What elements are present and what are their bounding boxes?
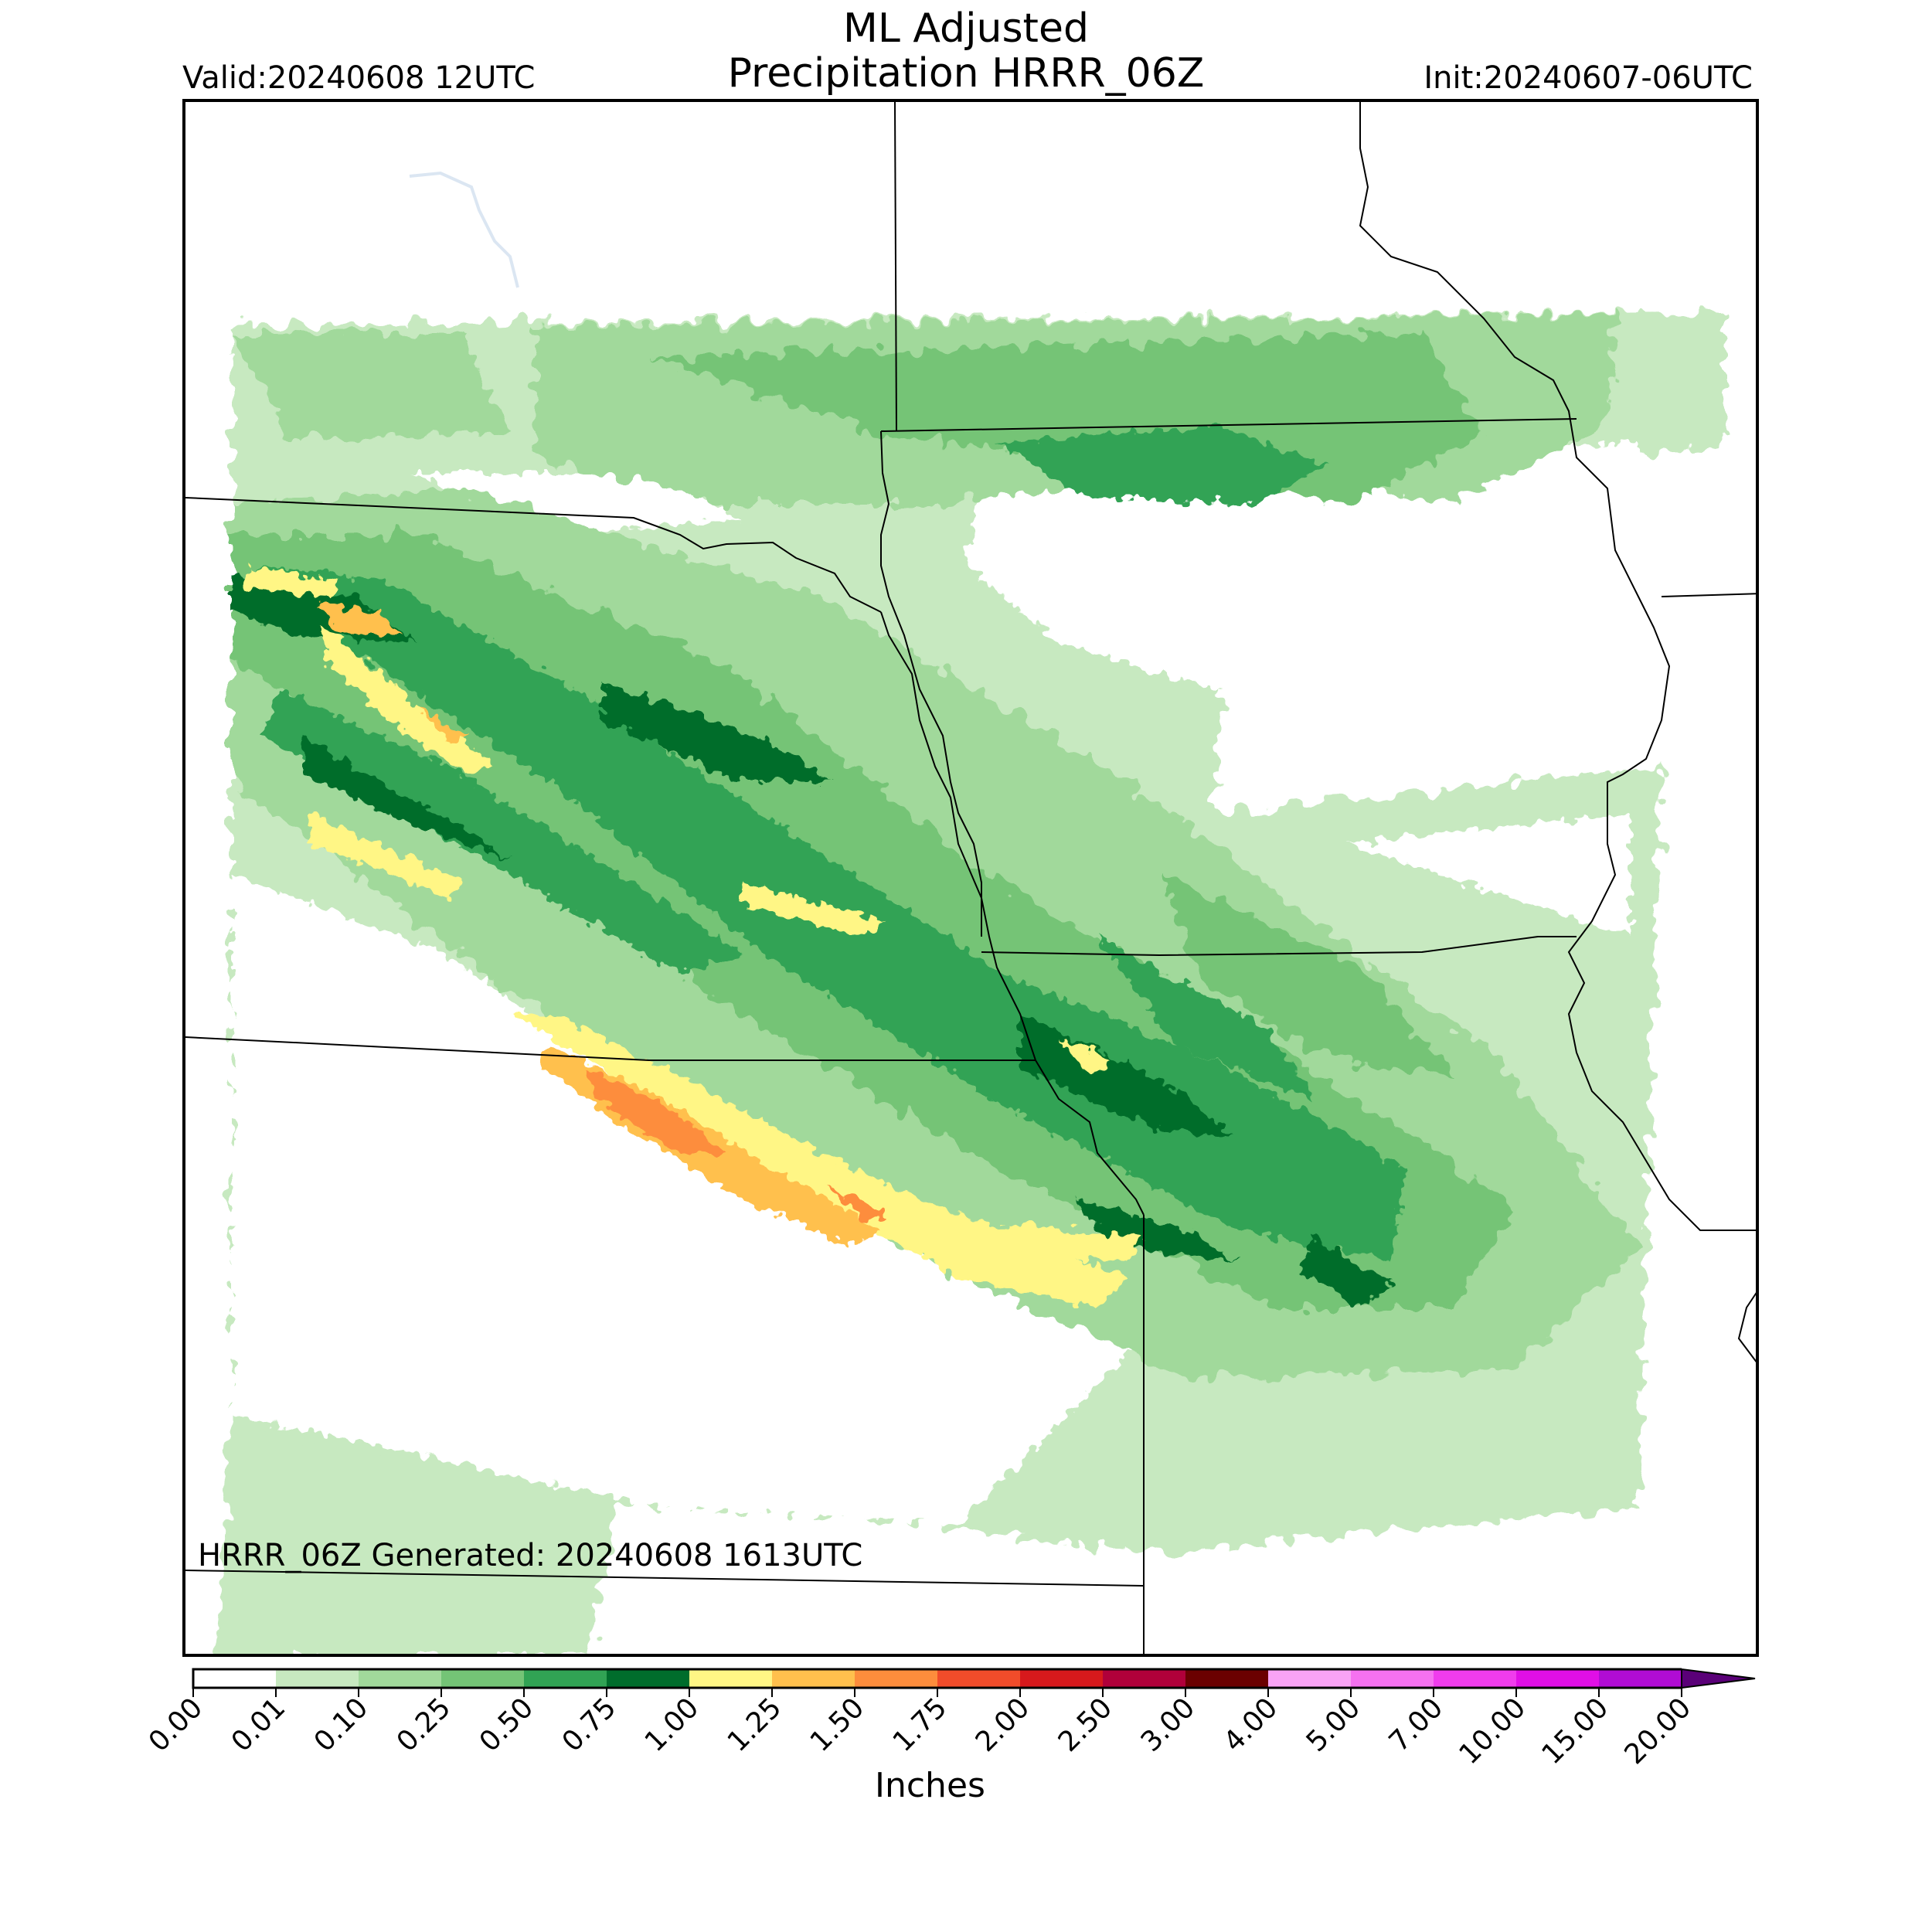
precip-field [216, 312, 1723, 1654]
colorbar-tick-label: 2.00 [970, 1692, 1036, 1758]
colorbar-swatch [689, 1669, 772, 1688]
colorbar-tick-label: 4.00 [1218, 1692, 1284, 1758]
colorbar-tick-label: 7.00 [1383, 1692, 1450, 1758]
colorbar-swatch [1020, 1669, 1103, 1688]
colorbar-tick-label: 5.00 [1301, 1692, 1367, 1758]
colorbar-tick-label: 0.01 [226, 1692, 292, 1758]
colorbar-swatch [1351, 1669, 1434, 1688]
precipitation-map [185, 102, 1756, 1654]
colorbar-swatch [524, 1669, 607, 1688]
colorbar-tick-label: 2.50 [1053, 1692, 1119, 1758]
border-sd-ne [185, 497, 882, 613]
colorbar-swatch [359, 1669, 441, 1688]
colorbar-swatch [441, 1669, 524, 1688]
colorbar-swatch [607, 1669, 689, 1688]
precip-1-00-band [247, 566, 1144, 1308]
colorbar-tick-label: 1.25 [722, 1692, 788, 1758]
colorbar-tick-label: 10.00 [1453, 1692, 1532, 1770]
colorbar-swatch [1434, 1669, 1516, 1688]
colorbar-swatches [192, 1668, 1756, 1689]
colorbar-swatch [276, 1669, 359, 1688]
title-line-1: ML Adjusted [843, 5, 1089, 52]
precip-gaps [232, 442, 1638, 1524]
colorbar-tick-label: 0.10 [308, 1692, 375, 1758]
colorbar-tick-label: 15.00 [1536, 1692, 1614, 1770]
title-line-2: Precipitation HRRR_06Z [727, 50, 1205, 97]
colorbar-label: Inches [875, 1766, 985, 1805]
border-mn-ia [880, 418, 1577, 432]
colorbar-tick-label: 1.75 [887, 1692, 954, 1758]
border-il-east [1737, 1292, 1756, 1362]
border-ne-ks [185, 1036, 1036, 1061]
init-time-label: Init:20240607-06UTC [1423, 60, 1753, 96]
colorbar-swatch [772, 1669, 855, 1688]
generated-timestamp: HRRR_06Z Generated: 20240608 1613UTC [198, 1538, 863, 1573]
colorbar-swatch [937, 1669, 1020, 1688]
colorbar-tick-label: 0.00 [143, 1692, 209, 1758]
colorbar-swatch [1103, 1669, 1185, 1688]
colorbar-swatch [855, 1669, 937, 1688]
colorbar-swatch [193, 1669, 276, 1688]
colorbar-extend-arrow [1681, 1668, 1756, 1689]
border-ks-ok [185, 1570, 1145, 1587]
colorbar-tick-label: 1.00 [639, 1692, 706, 1758]
colorbar-tick-label: 0.75 [556, 1692, 623, 1758]
colorbar-tick-label: 3.00 [1135, 1692, 1202, 1758]
lake-outline [409, 171, 519, 288]
colorbar-swatch [1599, 1669, 1682, 1688]
border-ia-west [880, 430, 982, 937]
state-boundaries [185, 102, 1756, 1654]
colorbar-ticks [192, 1688, 1682, 1697]
colorbar-tick-label: 1.50 [804, 1692, 871, 1758]
border-missouri-river-w [880, 611, 1145, 1216]
colorbar-tick-label: 0.25 [391, 1692, 457, 1758]
border-wi-il [1661, 593, 1756, 597]
colorbar-swatch [1516, 1669, 1599, 1688]
valid-time-label: Valid:20240608 12UTC [182, 60, 536, 96]
colorbar-swatch [1268, 1669, 1351, 1688]
border-ia-mo [981, 936, 1577, 957]
map-panel [182, 99, 1759, 1657]
colorbar-tick-label: 0.50 [474, 1692, 540, 1758]
map-title: ML Adjusted Precipitation HRRR_06Z [0, 0, 1932, 96]
colorbar-tick-labels: 0.00 0.01 0.10 0.25 0.50 0.75 1.00 1.25 1.50 1.75… [143, 1692, 1698, 1770]
border-mississippi [1359, 102, 1756, 1231]
colorbar-swatch [1185, 1669, 1268, 1688]
colorbar-tick-label: 20.00 [1618, 1692, 1697, 1770]
precip-1-50-band [587, 1068, 889, 1223]
border-nd-sd-mn [894, 102, 897, 432]
